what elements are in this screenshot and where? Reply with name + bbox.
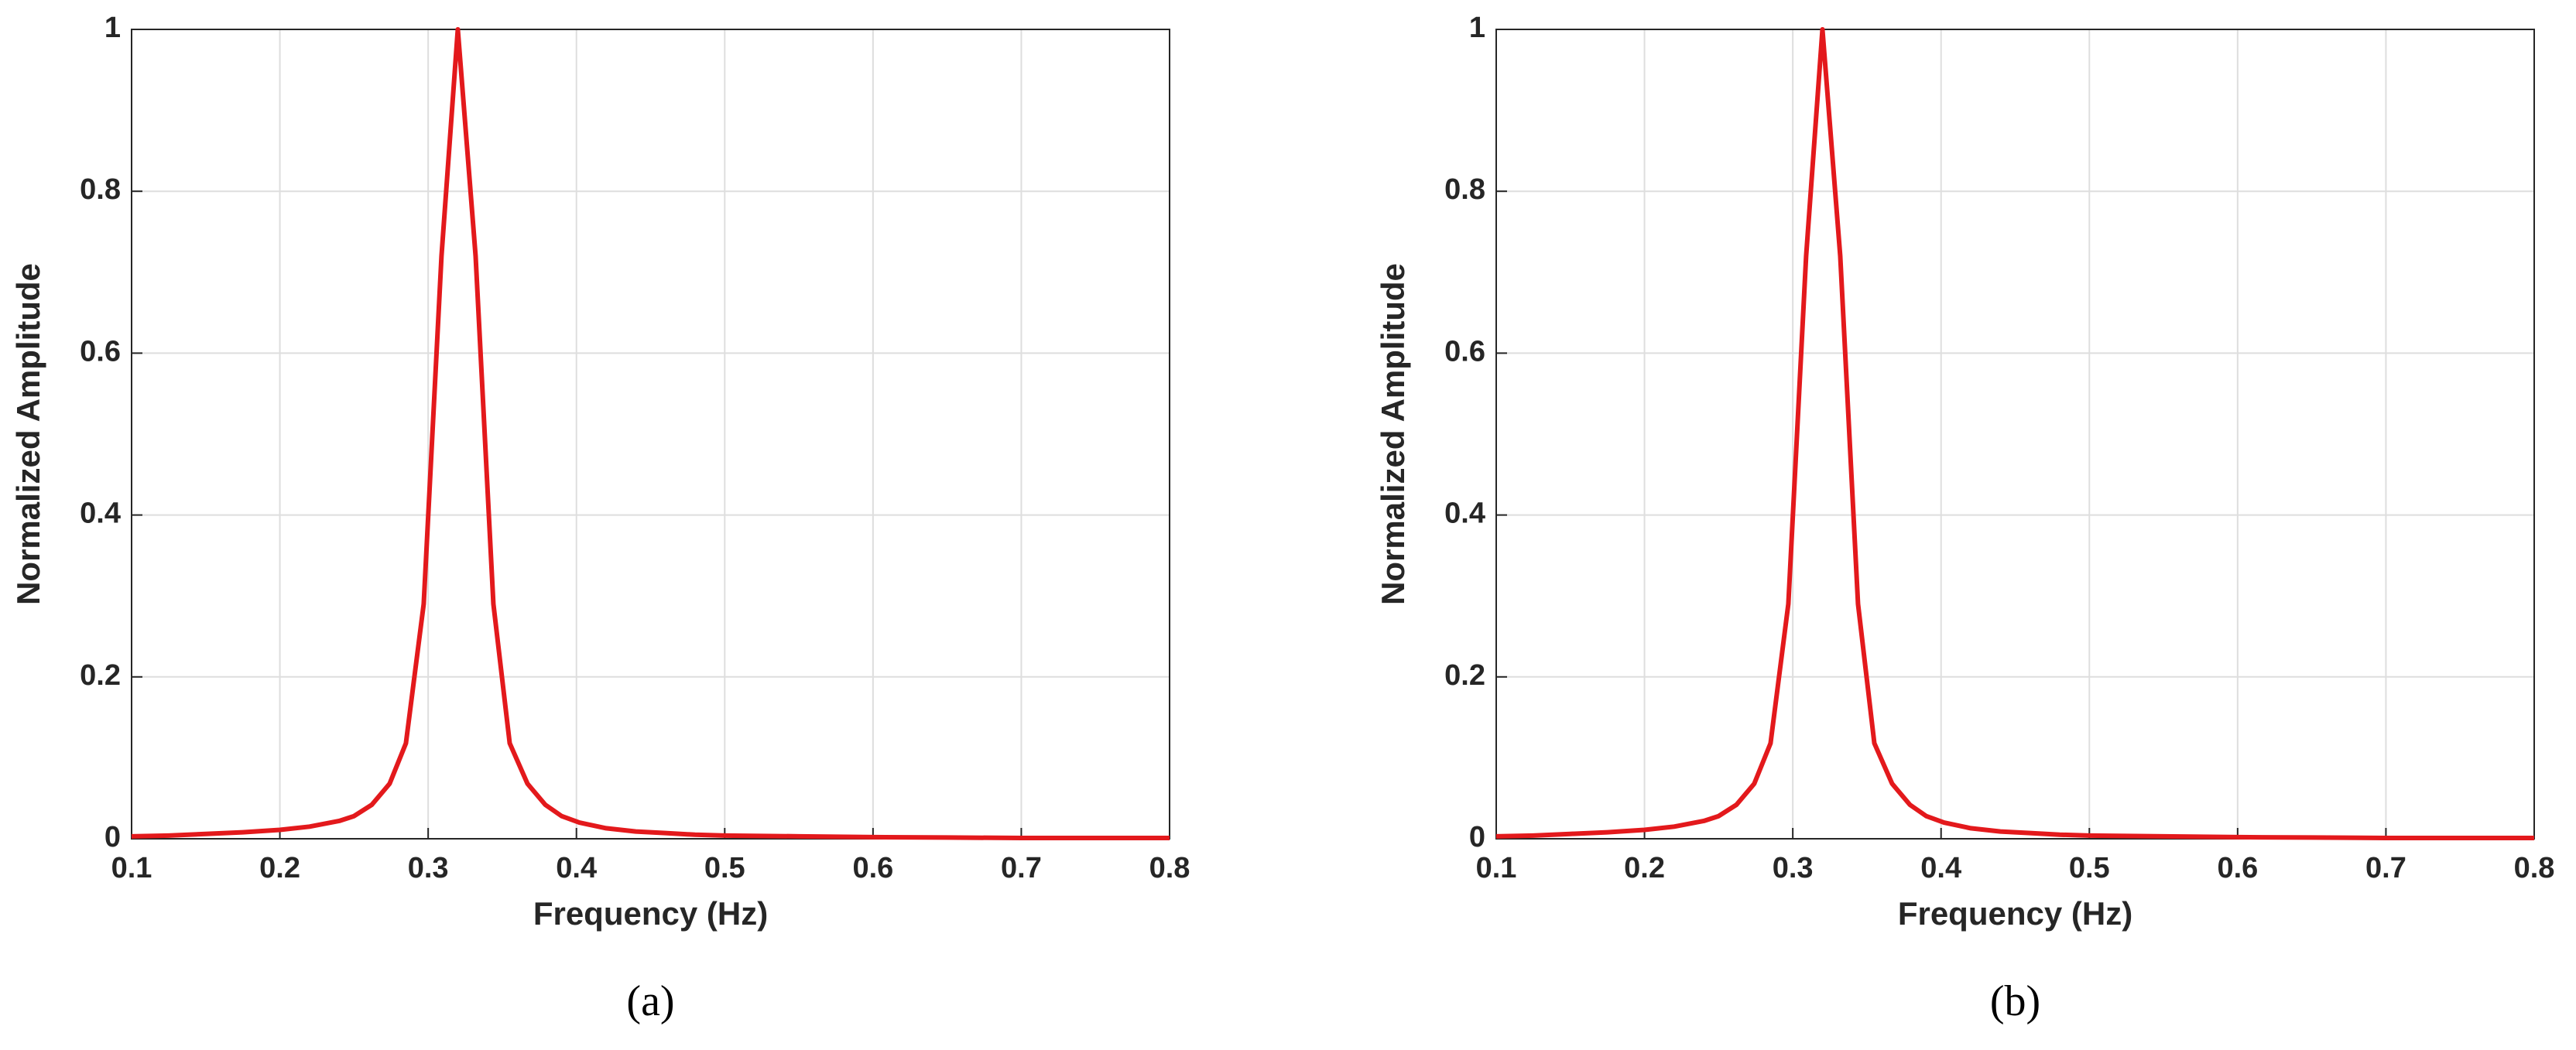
x-tick-label: 0.6 [2217, 852, 2258, 884]
x-tick-label: 0.8 [1149, 852, 1190, 884]
y-tick-label: 0.4 [80, 498, 121, 530]
chart: 0 0.2 0.4 0.6 0.8 1 0.1 0.2 0.3 0.4 0.5 0.6 0.7 0.8 Fr… [1375, 12, 2554, 1025]
y-tick-label: 0.2 [1444, 659, 1485, 692]
data-line [131, 27, 1170, 840]
y-tick-label: 0.6 [80, 335, 121, 368]
x-tick-label: 0.3 [1773, 852, 1814, 884]
y-axis-label: Normalized Amplitude [10, 263, 46, 605]
caption: (a) [626, 977, 674, 1025]
y-tick-label: 0.6 [1444, 335, 1485, 368]
x-tick-label: 0.6 [852, 852, 893, 884]
x-tick-label: 0.4 [1920, 852, 1961, 884]
x-tick-label: 0.7 [1001, 852, 1042, 884]
y-tick-label: 0 [1469, 821, 1485, 853]
axes-box [131, 29, 1170, 840]
axes-box [1495, 29, 2535, 840]
y-tick-label: 0.4 [1444, 498, 1485, 530]
x-tick-label: 0.4 [556, 852, 597, 884]
x-tick-label: 0.2 [1624, 852, 1665, 884]
y-tick-label: 1 [1469, 12, 1485, 44]
y-axis-label: Normalized Amplitude [1375, 263, 1411, 605]
x-tick-label: 0.5 [2069, 852, 2110, 884]
x-axis-label: Frequency (Hz) [1898, 895, 2132, 932]
y-tick-label: 0.8 [80, 173, 121, 206]
x-tick-label: 0.3 [408, 852, 449, 884]
x-axis-label: Frequency (Hz) [533, 895, 768, 932]
x-tick-label: 0.1 [111, 852, 152, 884]
y-tick-label: 0.8 [1444, 173, 1485, 206]
x-tick-label: 0.5 [704, 852, 745, 884]
chart: 0 0.2 0.4 0.6 0.8 1 0.1 0.2 0.3 0.4 0.5 0.6 0.7 0.8 Fr… [10, 12, 1190, 1025]
y-tick-label: 1 [104, 12, 121, 44]
x-tick-label: 0.1 [1476, 852, 1517, 884]
y-tick-label: 0 [104, 821, 121, 853]
data-line [1495, 27, 2534, 840]
x-tick-label: 0.8 [2514, 852, 2555, 884]
x-tick-label: 0.7 [2365, 852, 2406, 884]
caption: (b) [1990, 977, 2040, 1025]
y-tick-label: 0.2 [80, 659, 121, 692]
x-tick-label: 0.2 [259, 852, 300, 884]
